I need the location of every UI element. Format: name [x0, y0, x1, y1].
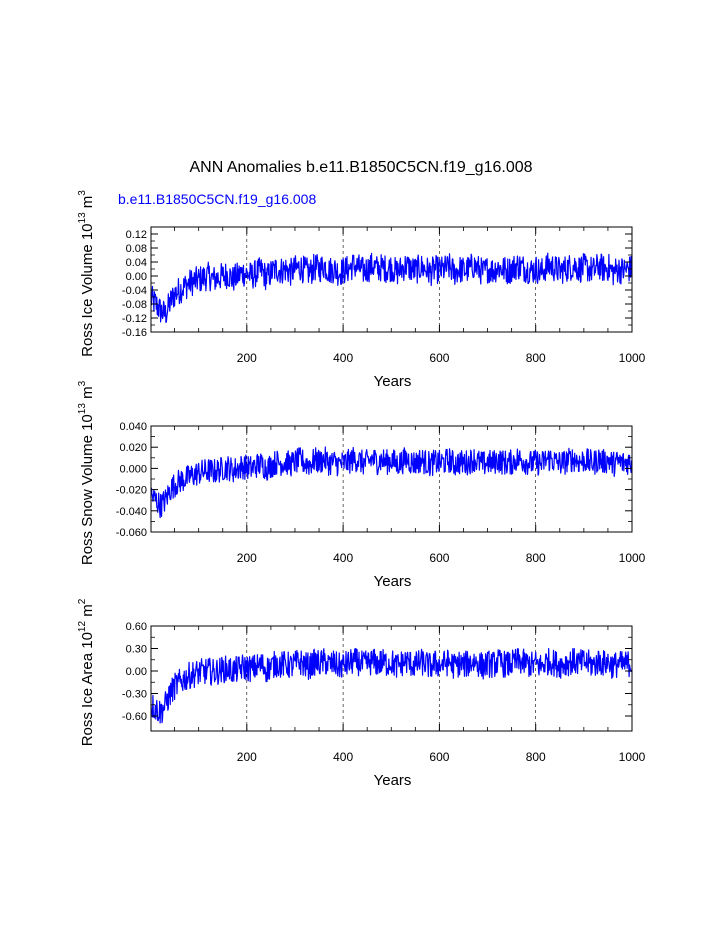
x-tick-label: 1000	[619, 351, 646, 365]
y-axis-label: Ross Ice Volume 1013 m3	[77, 190, 96, 357]
y-axis-label-unit-exponent: 3	[77, 380, 88, 386]
panel-ross-ice-area: -0.60 -0.30 0.00 0.30 0.60 200 400 600 800 1000 Ye…	[77, 598, 646, 789]
y-axis-label-unit: m	[79, 386, 96, 403]
x-tick-label: 200	[237, 351, 257, 365]
figure-title: ANN Anomalies b.e11.B1850C5CN.f19_g16.00…	[189, 159, 532, 176]
series-line	[150, 647, 633, 724]
x-tick-label: 800	[526, 351, 546, 365]
y-axis-label-exponent: 13	[77, 212, 88, 224]
x-tick-label: 400	[333, 551, 353, 565]
y-tick-label: -0.08	[122, 299, 147, 311]
y-tick-label: -0.60	[122, 711, 147, 723]
y-axis-label-main: Ross Snow Volume 10	[79, 414, 96, 565]
y-axis-label-main: Ross Ice Volume 10	[79, 223, 96, 356]
x-tick-label: 600	[429, 750, 449, 764]
case-label: b.e11.B1850C5CN.f19_g16.008	[118, 191, 316, 207]
y-tick-label: 0.040	[119, 421, 147, 433]
y-axis-label-unit: m	[79, 604, 96, 621]
y-axis-label-main: Ross Ice Area 10	[79, 632, 96, 746]
x-tick-label: 800	[526, 750, 546, 764]
y-axis-label-exponent: 13	[77, 403, 88, 415]
x-tick-label: 200	[237, 750, 257, 764]
x-tick-label: 1000	[619, 750, 646, 764]
y-axis-label: Ross Ice Area 1012 m2	[77, 598, 96, 746]
panel-ross-ice-volume: -0.16 -0.12 -0.08 -0.04 0.00 0.04 0.08 0.12 200 4…	[77, 190, 646, 390]
y-tick-label: 0.00	[126, 666, 147, 678]
x-tick-label: 600	[429, 351, 449, 365]
series-line	[150, 252, 633, 324]
y-tick-label: -0.060	[116, 527, 147, 539]
y-tick-label: -0.16	[122, 327, 147, 339]
y-tick-label: 0.00	[126, 271, 147, 283]
y-tick-label: 0.020	[119, 442, 147, 454]
x-axis-label: Years	[374, 772, 412, 789]
y-axis-label-exponent: 12	[77, 621, 88, 633]
y-tick-label: 0.60	[126, 621, 147, 633]
y-axis-label-unit-exponent: 3	[77, 190, 88, 196]
panels: -0.16 -0.12 -0.08 -0.04 0.00 0.04 0.08 0.12 200 4…	[77, 190, 646, 789]
y-tick-label: 0.08	[126, 243, 147, 255]
y-tick-label: 0.04	[126, 257, 147, 269]
x-tick-label: 600	[429, 551, 449, 565]
y-tick-label: 0.000	[119, 463, 147, 475]
x-tick-label: 800	[526, 551, 546, 565]
x-tick-label: 200	[237, 551, 257, 565]
panel-ross-snow-volume: -0.060 -0.040 -0.020 0.000 0.020 0.040 200 400 6…	[77, 380, 646, 590]
x-tick-label: 1000	[619, 551, 646, 565]
y-tick-label: -0.30	[122, 689, 147, 701]
y-tick-label: -0.04	[122, 285, 147, 297]
y-tick-label: 0.30	[126, 644, 147, 656]
y-axis-label: Ross Snow Volume 1013 m3	[77, 380, 96, 565]
y-tick-label: 0.12	[126, 229, 147, 241]
x-axis-label: Years	[374, 373, 412, 390]
x-tick-label: 400	[333, 750, 353, 764]
y-axis-label-unit-exponent: 2	[77, 598, 88, 604]
x-tick-label: 400	[333, 351, 353, 365]
series-line	[150, 446, 633, 519]
y-tick-label: -0.020	[116, 485, 147, 497]
y-tick-label: -0.040	[116, 506, 147, 518]
x-axis-label: Years	[374, 573, 412, 590]
y-tick-label: -0.12	[122, 313, 147, 325]
y-axis-label-unit: m	[79, 196, 96, 213]
